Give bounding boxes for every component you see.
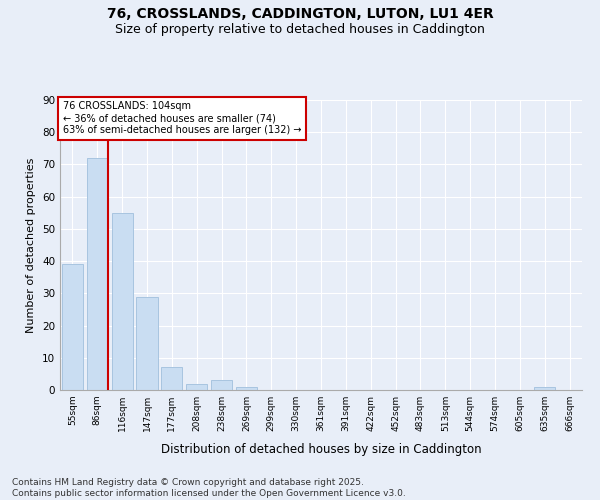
- Bar: [534, 387, 555, 390]
- Bar: [236, 387, 257, 390]
- Text: 76 CROSSLANDS: 104sqm
← 36% of detached houses are smaller (74)
63% of semi-deta: 76 CROSSLANDS: 104sqm ← 36% of detached …: [62, 102, 301, 134]
- Bar: [136, 296, 158, 390]
- Text: Size of property relative to detached houses in Caddington: Size of property relative to detached ho…: [115, 22, 485, 36]
- Bar: [186, 384, 207, 390]
- Bar: [112, 213, 133, 390]
- Text: Contains HM Land Registry data © Crown copyright and database right 2025.
Contai: Contains HM Land Registry data © Crown c…: [12, 478, 406, 498]
- Bar: [211, 380, 232, 390]
- Text: 76, CROSSLANDS, CADDINGTON, LUTON, LU1 4ER: 76, CROSSLANDS, CADDINGTON, LUTON, LU1 4…: [107, 8, 493, 22]
- Bar: [161, 368, 182, 390]
- Text: Distribution of detached houses by size in Caddington: Distribution of detached houses by size …: [161, 442, 481, 456]
- Bar: [87, 158, 108, 390]
- Bar: [62, 264, 83, 390]
- Y-axis label: Number of detached properties: Number of detached properties: [26, 158, 37, 332]
